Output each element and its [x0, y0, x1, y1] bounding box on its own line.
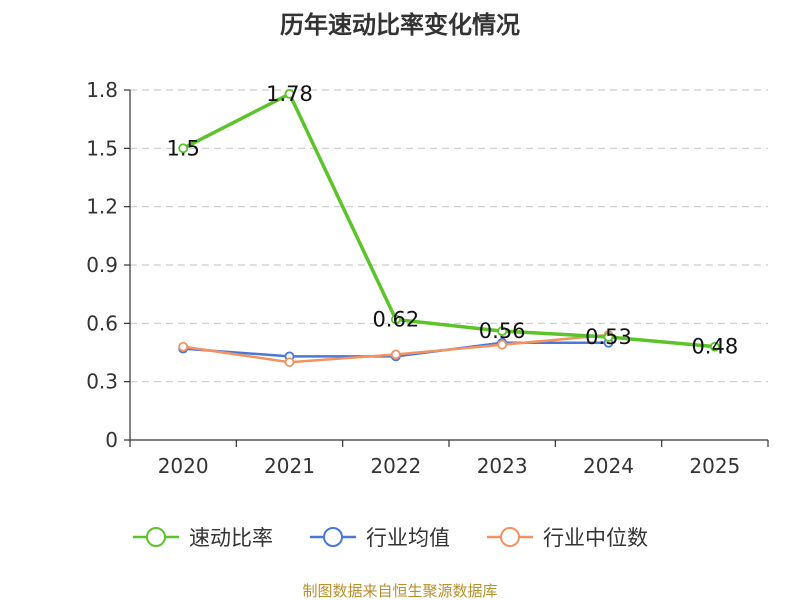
legend-label: 行业中位数	[543, 526, 648, 550]
data-point	[390, 314, 401, 325]
y-tick-label: 0.6	[86, 311, 118, 335]
data-label: 1.5	[166, 136, 199, 160]
series-layer	[178, 88, 720, 368]
x-tick-label: 2025	[689, 454, 740, 478]
data-label: 0.56	[479, 319, 526, 343]
grid	[130, 89, 768, 383]
data-point	[497, 326, 508, 337]
data-labels: 1.5 1.78 0.62 0.56 0.53 0.48	[166, 82, 738, 359]
y-tick-label: 0.3	[86, 370, 118, 394]
data-point	[603, 332, 614, 342]
data-point	[178, 341, 189, 352]
legend-label: 速动比率	[189, 526, 273, 550]
legend-item-1[interactable]: 行业均值	[310, 526, 450, 550]
data-label: 1.78	[266, 82, 313, 106]
data-point	[284, 357, 295, 368]
legend-label: 行业均值	[366, 526, 450, 550]
data-point	[709, 341, 720, 352]
data-point	[284, 88, 295, 99]
axes: 0 0.3 0.6 0.9 1.2 1.5 1.8 2020 2021 2022 2023 2024 2…	[86, 78, 769, 478]
x-tick-label: 2024	[583, 454, 634, 478]
data-label: 0.53	[585, 325, 632, 349]
legend[interactable]: 速动比率 行业均值 行业中位数	[133, 526, 648, 550]
legend-swatch-marker	[500, 527, 520, 547]
y-tick-label: 1.5	[86, 136, 118, 160]
x-tick-label: 2021	[264, 454, 315, 478]
x-tick-label: 2022	[370, 454, 421, 478]
y-tick-label: 0	[105, 428, 118, 452]
legend-item-2[interactable]: 行业中位数	[487, 526, 648, 550]
legend-item-0[interactable]: 速动比率	[133, 526, 273, 550]
legend-swatch-marker	[323, 527, 343, 547]
x-tick-label: 2020	[158, 454, 209, 478]
data-point	[497, 339, 508, 350]
y-tick-label: 1.8	[86, 78, 118, 102]
series-line-0	[182, 92, 715, 349]
chart-title: 历年速动比率变化情况	[280, 11, 520, 39]
y-tick-label: 1.2	[86, 195, 118, 219]
data-point	[390, 349, 401, 360]
data-point	[178, 143, 189, 154]
x-tick-label: 2023	[477, 454, 528, 478]
data-label: 0.48	[691, 335, 738, 359]
source-note: 制图数据来自恒生聚源数据库	[302, 582, 497, 600]
legend-swatch-marker	[146, 527, 166, 547]
data-label: 0.62	[372, 307, 419, 331]
y-tick-label: 0.9	[86, 253, 118, 277]
